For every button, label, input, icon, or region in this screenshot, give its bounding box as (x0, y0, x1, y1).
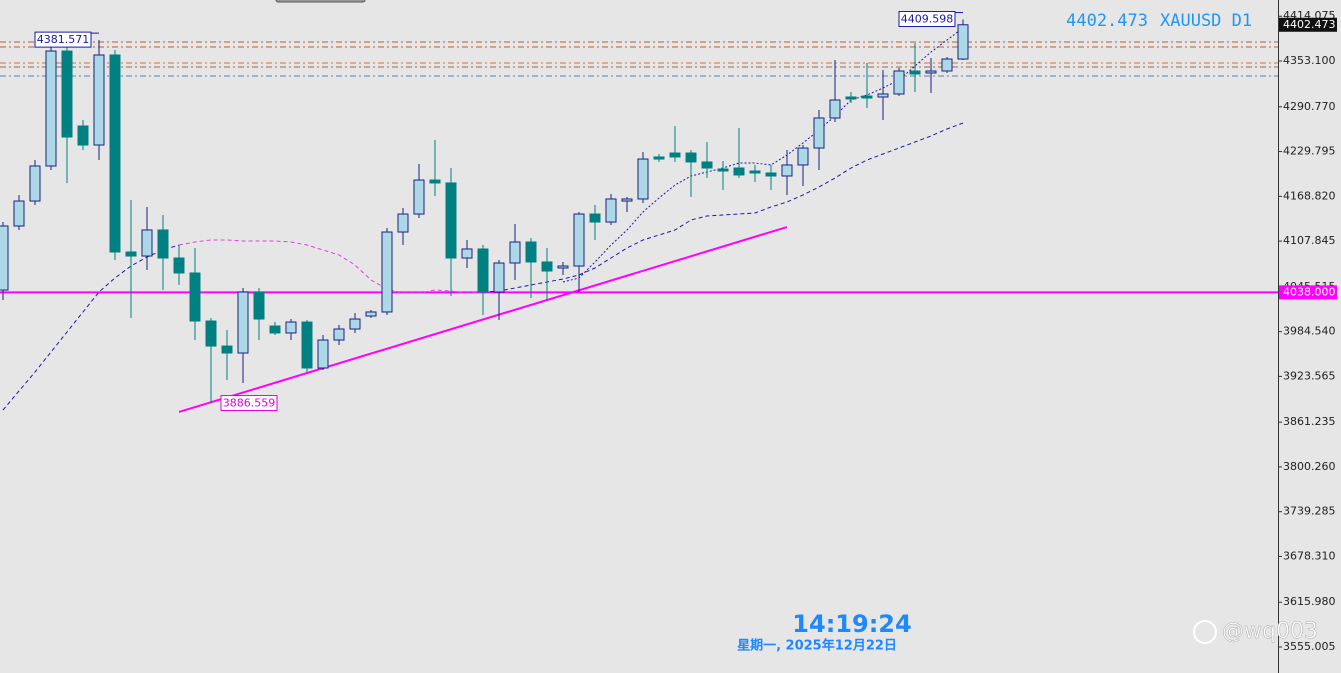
y-tick-label: 3800.260 (1283, 460, 1336, 473)
candle-body (781, 164, 793, 177)
last-price-box (1279, 17, 1337, 32)
candle-body (813, 117, 825, 149)
y-tick-label: 3923.565 (1283, 369, 1336, 382)
y-tick-label: 4107.845 (1283, 234, 1336, 247)
trendline (178, 226, 788, 413)
candle-body (525, 241, 537, 263)
candle-body (269, 325, 281, 334)
y-tick-label: 3861.235 (1283, 415, 1336, 428)
candle-body (477, 248, 489, 293)
candle-body (797, 147, 809, 166)
candle-body (317, 339, 329, 369)
candle-body (45, 50, 57, 167)
candle-body (541, 261, 553, 272)
y-tick-label: 4290.770 (1283, 100, 1336, 113)
candle-body (877, 93, 889, 98)
clock-date: 星期一, 2025年12月22日 (737, 638, 897, 654)
candle-body (13, 200, 25, 227)
watermark: @wq003 (1222, 619, 1318, 644)
candle-body (157, 229, 169, 259)
candle-body (381, 231, 393, 313)
candle-body (701, 161, 713, 169)
candle-body (461, 248, 473, 259)
clock-time: 14:19:24 (792, 610, 911, 638)
candle-body (205, 320, 217, 347)
toolbar-tab (275, 0, 366, 3)
last-price-label: 4402.473 (1283, 18, 1336, 31)
y-tick-label: 3615.980 (1283, 595, 1336, 608)
candle-body (717, 168, 729, 172)
candle-body (861, 95, 873, 99)
candle-body (253, 291, 265, 320)
candle-body (125, 251, 137, 257)
candle-body (621, 198, 633, 202)
header-price: 4402.473 (1066, 11, 1148, 31)
candle-body (429, 179, 441, 184)
candle-body (221, 345, 233, 354)
y-tick-label: 3678.310 (1283, 549, 1336, 562)
candle-body (765, 172, 777, 177)
candle-body (29, 165, 41, 202)
candle-body (109, 54, 121, 253)
candle-body (173, 257, 185, 274)
candle-body (637, 158, 649, 200)
y-tick-label: 3739.285 (1283, 505, 1336, 518)
candle-body (301, 321, 313, 369)
y-tick-label: 4229.795 (1283, 145, 1336, 158)
candle-body (445, 182, 457, 259)
candle-body (413, 179, 425, 215)
candle-body (573, 213, 585, 267)
y-tick-label: 4353.100 (1283, 54, 1336, 67)
candle-body (237, 291, 249, 354)
candle-body (77, 125, 89, 146)
candle-body (189, 272, 201, 322)
annotation-box (220, 395, 278, 412)
candle-body (93, 54, 105, 146)
hline-price-label: 4038.000 (1283, 285, 1336, 298)
candle-body (893, 70, 905, 95)
candle-body (669, 152, 681, 158)
candle-body (749, 170, 761, 174)
header-symbol: XAUUSD D1 (1160, 11, 1252, 31)
candle-body (829, 99, 841, 119)
candle-body (61, 50, 73, 138)
moving-average (562, 27, 964, 283)
watermark-logo (1193, 620, 1217, 644)
candle-body (0, 225, 9, 291)
candle-body (493, 262, 505, 293)
annotation-box (34, 31, 92, 48)
candle-body (957, 24, 969, 60)
y-tick-label: 3984.540 (1283, 325, 1336, 338)
moving-average (178, 239, 484, 294)
hline-price-box (1279, 285, 1337, 300)
candle-body (653, 156, 665, 160)
y-tick-label: 3555.005 (1283, 640, 1336, 653)
candle-body (733, 167, 745, 176)
candle-body (605, 198, 617, 223)
candle-body (285, 321, 297, 334)
candle-body (349, 318, 361, 330)
candle-body (941, 58, 953, 72)
annotation-box (898, 11, 956, 28)
candle-body (909, 70, 921, 75)
candle-body (509, 241, 521, 264)
candle-body (589, 213, 601, 223)
candle-body (685, 152, 697, 163)
candle-body (557, 265, 569, 269)
y-tick-label: 4168.820 (1283, 189, 1336, 202)
candle-body (845, 96, 857, 100)
candle-body (141, 229, 153, 257)
annotation-label: 3886.559 (223, 397, 276, 410)
moving-average (2, 122, 964, 411)
annotation-label: 4409.598 (901, 13, 954, 26)
candle-body (365, 311, 377, 317)
candle-body (333, 328, 345, 341)
candle-body (397, 213, 409, 233)
candle-body (925, 70, 937, 74)
annotation-label: 4381.571 (37, 33, 90, 46)
